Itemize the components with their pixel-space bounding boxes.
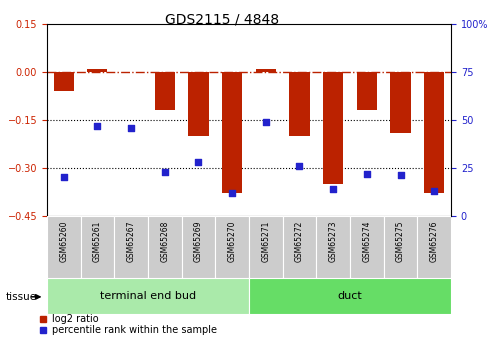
Bar bbox=[249, 278, 451, 314]
Bar bbox=[181, 216, 215, 278]
Text: GSM65273: GSM65273 bbox=[329, 220, 338, 262]
Point bbox=[127, 125, 135, 130]
Point bbox=[228, 190, 236, 195]
Bar bbox=[47, 216, 80, 278]
Bar bbox=[87, 69, 107, 72]
Bar bbox=[390, 72, 411, 132]
Point bbox=[296, 163, 304, 169]
Legend: log2 ratio, percentile rank within the sample: log2 ratio, percentile rank within the s… bbox=[39, 314, 217, 335]
Text: GSM65272: GSM65272 bbox=[295, 220, 304, 262]
Bar bbox=[148, 216, 181, 278]
Text: terminal end bud: terminal end bud bbox=[100, 291, 196, 301]
Text: GSM65267: GSM65267 bbox=[127, 220, 136, 262]
Text: GSM65274: GSM65274 bbox=[362, 220, 371, 262]
Point bbox=[430, 188, 438, 194]
Bar bbox=[114, 216, 148, 278]
Text: GDS2115 / 4848: GDS2115 / 4848 bbox=[165, 12, 279, 26]
Bar bbox=[323, 72, 343, 184]
Text: GSM65270: GSM65270 bbox=[228, 220, 237, 262]
Point bbox=[94, 123, 102, 128]
Bar bbox=[155, 72, 175, 110]
Text: GSM65261: GSM65261 bbox=[93, 220, 102, 262]
Text: tissue: tissue bbox=[6, 293, 37, 302]
Text: GSM65268: GSM65268 bbox=[160, 220, 169, 262]
Bar bbox=[289, 72, 310, 136]
Point bbox=[161, 169, 169, 174]
Bar bbox=[384, 216, 418, 278]
Point bbox=[60, 175, 68, 180]
Bar bbox=[350, 216, 384, 278]
Bar bbox=[418, 216, 451, 278]
Text: duct: duct bbox=[338, 291, 362, 301]
Bar bbox=[215, 216, 249, 278]
Bar bbox=[317, 216, 350, 278]
Point bbox=[262, 119, 270, 125]
Bar bbox=[249, 216, 282, 278]
Point bbox=[329, 186, 337, 191]
Point bbox=[396, 172, 404, 178]
Point bbox=[363, 171, 371, 176]
Bar bbox=[54, 72, 74, 91]
Text: GSM65269: GSM65269 bbox=[194, 220, 203, 262]
Bar bbox=[47, 278, 249, 314]
Bar bbox=[424, 72, 444, 193]
Point bbox=[194, 159, 203, 165]
Text: GSM65260: GSM65260 bbox=[59, 220, 68, 262]
Bar bbox=[256, 69, 276, 72]
Bar bbox=[188, 72, 209, 136]
Bar bbox=[282, 216, 317, 278]
Text: GSM65276: GSM65276 bbox=[430, 220, 439, 262]
Bar bbox=[80, 216, 114, 278]
Text: GSM65271: GSM65271 bbox=[261, 220, 270, 262]
Text: GSM65275: GSM65275 bbox=[396, 220, 405, 262]
Bar bbox=[357, 72, 377, 110]
Bar bbox=[222, 72, 242, 193]
